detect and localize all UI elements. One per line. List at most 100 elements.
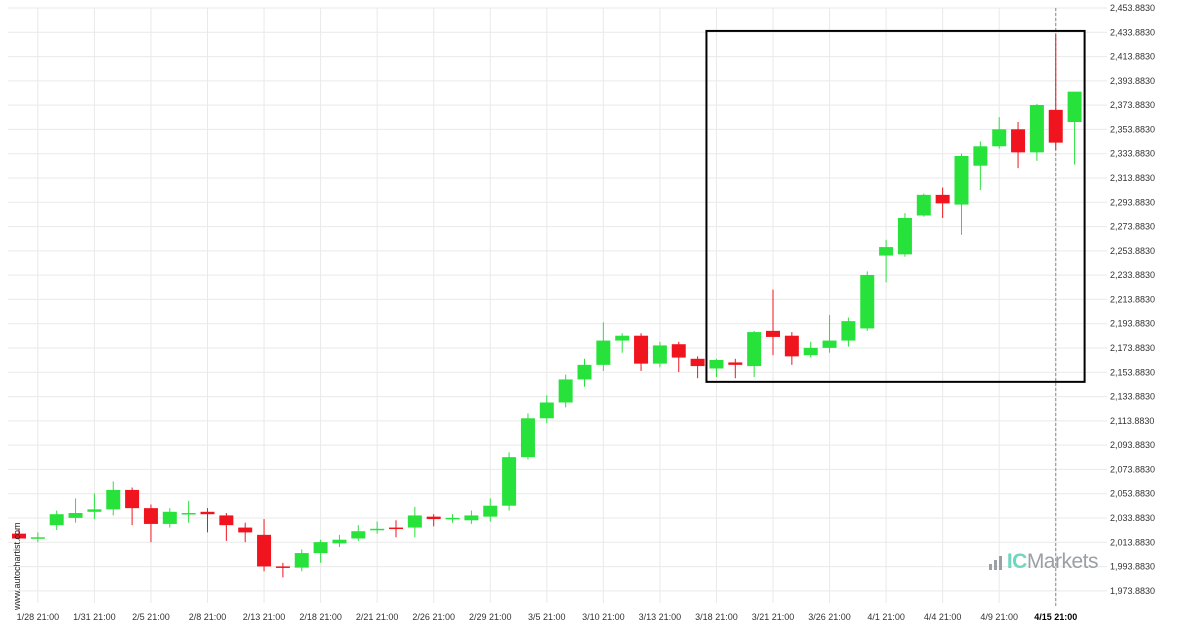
candle-up xyxy=(992,129,1007,147)
candle-up xyxy=(332,539,347,544)
y-tick-label: 2,113.8830 xyxy=(1110,416,1154,426)
brand-logo: ICMarkets xyxy=(988,550,1099,576)
candle-up xyxy=(30,537,45,539)
x-tick-label: 3/26 21:00 xyxy=(808,612,851,622)
candle-up xyxy=(483,505,498,517)
candle-up xyxy=(106,489,121,510)
candle-up xyxy=(916,194,931,216)
x-tick-label: 2/8 21:00 xyxy=(189,612,227,622)
candle-up xyxy=(1029,105,1044,153)
y-tick-label: 2,073.8830 xyxy=(1110,464,1155,474)
candle-up xyxy=(1067,91,1082,123)
candle-up xyxy=(294,553,309,568)
candle-up xyxy=(652,345,667,364)
candle-down xyxy=(389,527,403,530)
candle-down xyxy=(143,508,158,524)
candle-down xyxy=(1048,109,1063,143)
candle-down xyxy=(200,511,215,515)
y-tick-label: 2,193.8830 xyxy=(1110,319,1155,329)
candle-up xyxy=(897,217,912,255)
y-tick-label: 2,013.8830 xyxy=(1110,537,1155,547)
x-tick-label: 2/21 21:00 xyxy=(356,612,399,622)
x-tick-label: 2/18 21:00 xyxy=(299,612,342,622)
candle-up xyxy=(803,347,818,356)
y-tick-label: 2,333.8830 xyxy=(1110,149,1155,159)
x-tick-label: 2/13 21:00 xyxy=(243,612,286,622)
y-tick-label: 2,133.8830 xyxy=(1110,392,1155,402)
y-tick-label: 2,293.8830 xyxy=(1110,197,1155,207)
candle-up xyxy=(181,513,196,515)
x-tick-label: 3/18 21:00 xyxy=(695,612,738,622)
y-tick-label: 1,973.8830 xyxy=(1110,586,1155,596)
x-tick-label: 4/4 21:00 xyxy=(924,612,962,622)
bars-icon xyxy=(988,552,1004,576)
candle-down xyxy=(671,344,686,358)
candle-up xyxy=(502,457,517,506)
y-tick-label: 2,353.8830 xyxy=(1110,124,1155,134)
candle-down xyxy=(257,534,272,567)
y-tick-label: 2,033.8830 xyxy=(1110,513,1155,523)
highlight-box-layer xyxy=(705,29,1086,383)
candle-down xyxy=(275,566,290,568)
candle-up xyxy=(49,514,64,526)
y-tick-label: 1,993.8830 xyxy=(1110,562,1155,572)
candle-down xyxy=(426,516,441,520)
candle-down xyxy=(766,330,780,337)
candle-up xyxy=(539,402,554,419)
y-tick-label: 2,173.8830 xyxy=(1110,343,1155,353)
x-tick-label: 3/10 21:00 xyxy=(582,612,625,622)
grid xyxy=(8,7,1107,607)
candle-down xyxy=(125,489,140,509)
y-tick-label: 2,093.8830 xyxy=(1110,440,1155,450)
x-tick-label: 2/5 21:00 xyxy=(132,612,170,622)
candle-up xyxy=(596,340,611,365)
candle-down xyxy=(238,527,253,533)
brand-ic: IC xyxy=(1006,550,1028,573)
y-tick-label: 2,453.8830 xyxy=(1110,3,1155,13)
y-tick-label: 2,393.8830 xyxy=(1110,76,1155,86)
candle-down xyxy=(12,533,26,539)
x-tick-label: 4/9 21:00 xyxy=(980,612,1018,622)
candle-up xyxy=(162,511,177,524)
x-tick-label: 3/5 21:00 xyxy=(528,612,566,622)
brand-name: Markets xyxy=(1026,550,1099,573)
candle-down xyxy=(1011,129,1026,153)
candle-up xyxy=(747,332,762,367)
candle-up xyxy=(615,335,630,341)
y-tick-label: 2,153.8830 xyxy=(1110,367,1155,377)
candle-down xyxy=(634,335,649,364)
candle-up xyxy=(822,340,837,348)
y-tick-label: 2,433.8830 xyxy=(1110,27,1155,37)
y-tick-label: 2,233.8830 xyxy=(1110,270,1155,280)
candle-down xyxy=(784,335,799,357)
x-tick-label: 4/15 21:00 xyxy=(1034,612,1077,622)
candle-down xyxy=(935,194,950,204)
candle-up xyxy=(709,360,724,369)
candle-up xyxy=(351,531,366,539)
candle-up xyxy=(407,515,422,528)
candle-up xyxy=(577,364,592,380)
x-tick-label: 1/31 21:00 xyxy=(73,612,116,622)
x-tick-label: 2/26 21:00 xyxy=(412,612,455,622)
candle-down xyxy=(219,515,234,526)
y-axis: 2,453.8830 2,433.8830 2,413.8830 2,393.8830… xyxy=(1110,3,1155,596)
y-tick-label: 2,253.8830 xyxy=(1110,246,1155,256)
candle-up xyxy=(87,509,102,512)
x-tick-label: 4/1 21:00 xyxy=(867,612,905,622)
candle-up xyxy=(370,528,385,531)
y-tick-label: 2,413.8830 xyxy=(1110,52,1155,62)
x-tick-label: 1/28 21:00 xyxy=(17,612,60,622)
candle-up xyxy=(954,156,969,205)
candle-up xyxy=(68,513,83,518)
candles xyxy=(12,34,1082,578)
watermark-text: www.autochartist.com xyxy=(12,522,22,610)
candle-up xyxy=(973,146,988,166)
candle-up xyxy=(520,418,535,458)
pattern-highlight-box xyxy=(705,29,1086,383)
y-tick-label: 2,313.8830 xyxy=(1110,173,1155,183)
x-tick-label: 3/21 21:00 xyxy=(752,612,795,622)
candle-up xyxy=(879,247,894,256)
candle-up xyxy=(860,275,875,329)
